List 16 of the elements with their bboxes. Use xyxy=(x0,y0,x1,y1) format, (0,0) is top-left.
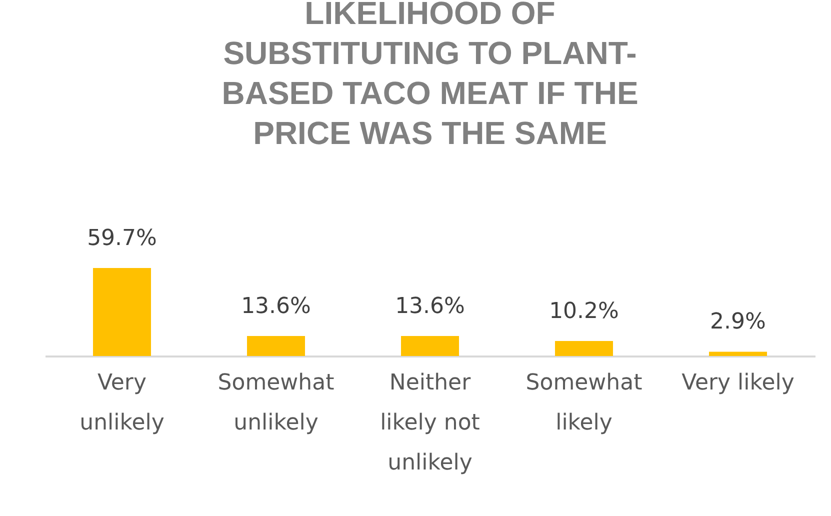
bar xyxy=(555,340,613,356)
data-label: 13.6% xyxy=(395,294,465,319)
data-label: 59.7% xyxy=(87,226,157,251)
x-tick-label: Somewhat likely xyxy=(526,370,643,436)
bar xyxy=(247,336,305,356)
bar xyxy=(709,352,767,356)
data-label: 10.2% xyxy=(549,298,619,324)
data-label: 2.9% xyxy=(710,310,766,335)
data-label: 13.6% xyxy=(241,294,311,319)
x-tick-label: Very unlikely xyxy=(80,370,164,436)
x-tick-label: Very likely xyxy=(682,370,794,396)
x-tick-label: Neither likely not unlikely xyxy=(380,370,480,476)
bar xyxy=(93,268,151,356)
x-tick-label: Somewhat unlikely xyxy=(218,370,335,436)
bar xyxy=(401,336,459,356)
chart-title: LIKELIHOOD OF SUBSTITUTING TO PLANT-BASED TACO MEAT IF THE PRICE WAS THE SAME xyxy=(222,0,638,151)
